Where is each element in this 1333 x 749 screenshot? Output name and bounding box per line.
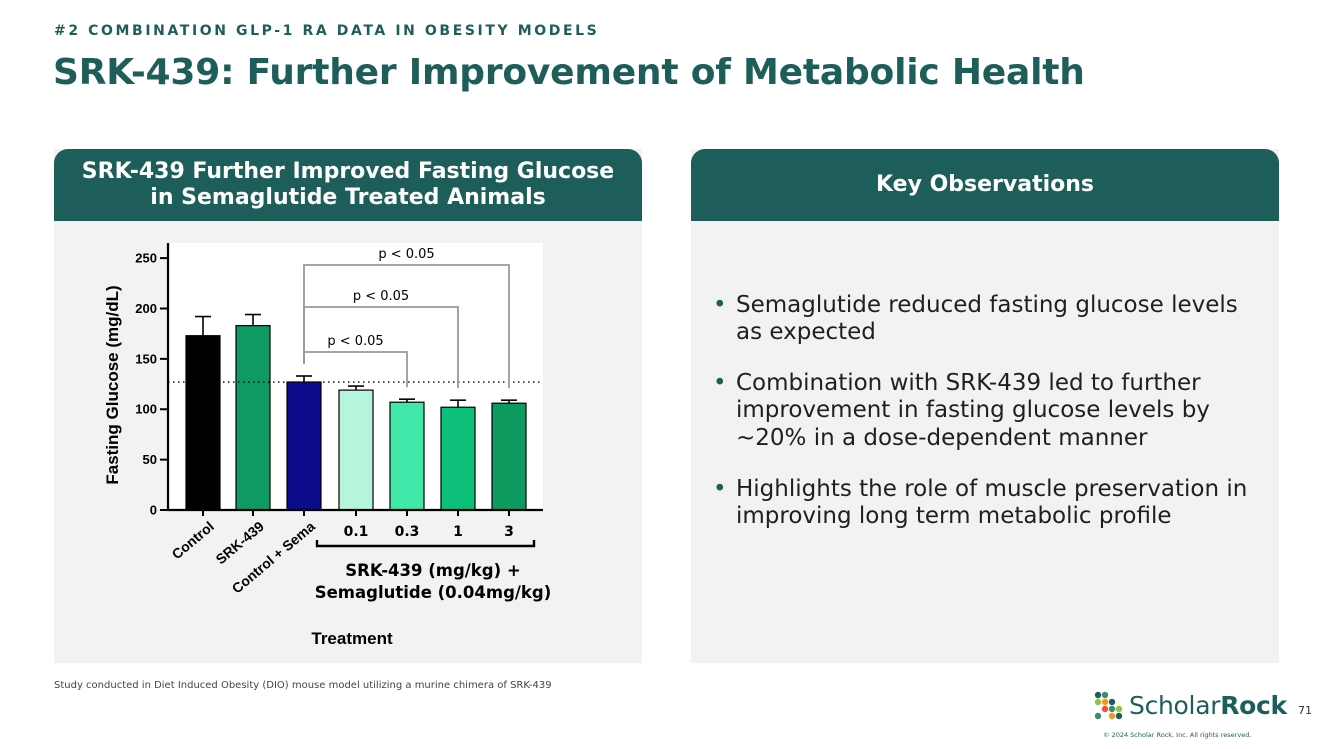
y-tick-label: 250	[135, 251, 157, 266]
x-tick-label: 3	[504, 524, 514, 540]
observation-text: Highlights the role of muscle preservati…	[736, 475, 1248, 529]
chart-header-line1: SRK-439 Further Improved Fasting Glucose	[81, 159, 615, 185]
observation-text: Combination with SRK-439 led to further …	[736, 370, 1210, 451]
group-label-line1: SRK-439 (mg/kg) +	[345, 561, 520, 580]
slide-title: SRK-439: Further Improvement of Metaboli…	[53, 52, 1085, 93]
company-logo: ScholarRock	[1093, 690, 1287, 720]
y-tick-label: 50	[143, 452, 157, 467]
y-tick-label: 150	[135, 351, 157, 366]
y-tick-label: 0	[150, 503, 157, 518]
y-axis-title: Fasting Glucose (mg/dL)	[103, 285, 122, 484]
bar-control	[185, 335, 221, 511]
chart-area: 0 50 100 150 200 250 Control SRK-439 Control + S…	[54, 221, 642, 663]
group-label-line2: Semaglutide (0.04mg/kg)	[315, 583, 552, 602]
chart-panel-header: SRK-439 Further Improved Fasting Glucose…	[54, 149, 642, 221]
copyright: © 2024 Scholar Rock, Inc. All rights res…	[1103, 731, 1252, 739]
y-tick-label: 200	[135, 301, 157, 316]
p-value-label: p < 0.05	[327, 334, 383, 349]
observation-text: Semaglutide reduced fasting glucose leve…	[736, 292, 1238, 346]
x-axis-title: Treatment	[311, 629, 393, 648]
bullet-icon: •	[713, 370, 727, 397]
observation-item: • Semaglutide reduced fasting glucose lev…	[713, 292, 1253, 346]
x-tick-label: Control	[169, 518, 217, 562]
bullet-icon: •	[713, 475, 727, 502]
section-eyebrow: #2 COMBINATION GLP-1 RA DATA IN OBESITY …	[54, 23, 600, 39]
x-tick-label: 0.1	[344, 524, 369, 540]
bullet-icon: •	[713, 292, 727, 318]
observation-item: • Highlights the role of muscle preservat…	[713, 476, 1253, 530]
group-bracket	[315, 540, 536, 548]
chart-panel: SRK-439 Further Improved Fasting Glucose…	[54, 149, 642, 663]
bar-srk-439	[235, 325, 271, 511]
logo-text-light: Scholar	[1129, 690, 1221, 720]
scholar-rock-logo-icon	[1094, 691, 1123, 720]
observations-panel: Key Observations • Semaglutide reduced fa…	[691, 149, 1279, 663]
observations-list: • Semaglutide reduced fasting glucose lev…	[713, 292, 1253, 554]
chart-header-line2: in Semaglutide Treated Animals	[150, 185, 546, 210]
bar-3	[491, 402, 527, 511]
bar-0-3	[389, 401, 425, 511]
logo-text-bold: Rock	[1220, 690, 1287, 720]
y-tick-label: 100	[135, 402, 157, 417]
observations-header: Key Observations	[691, 149, 1279, 221]
significance-bracket	[303, 264, 510, 389]
footnote: Study conducted in Diet Induced Obesity …	[54, 680, 552, 691]
p-value-label: p < 0.05	[353, 289, 409, 304]
bar-control-sema	[286, 381, 322, 511]
p-value-label: p < 0.05	[378, 247, 434, 262]
logo-wordmark: ScholarRock	[1129, 691, 1287, 720]
page-number: 71	[1298, 704, 1312, 717]
bar-1	[440, 406, 476, 511]
x-tick-label: 1	[453, 524, 463, 540]
x-tick-label: 0.3	[395, 524, 420, 540]
bar-0-1	[338, 389, 374, 511]
observation-item: • Combination with SRK-439 led to further…	[713, 370, 1253, 451]
